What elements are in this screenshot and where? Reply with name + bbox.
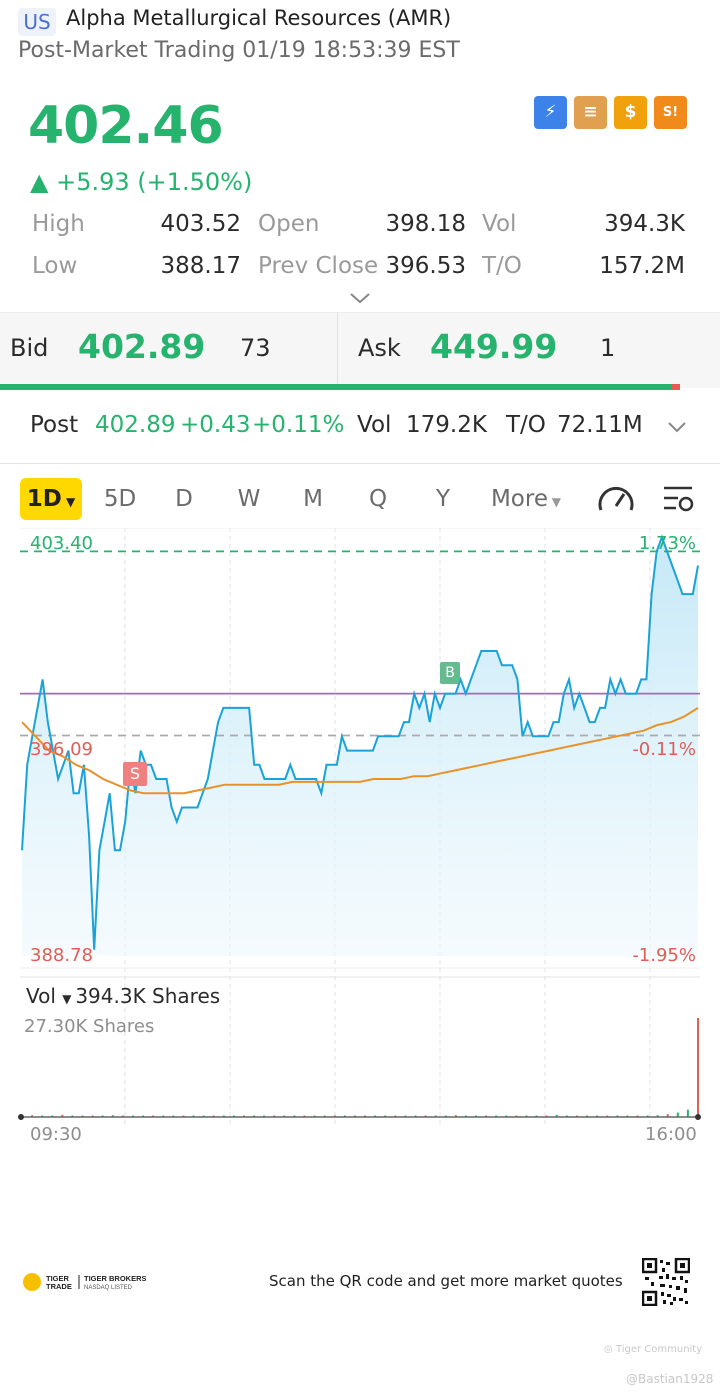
caret-down-icon: ▼ (62, 992, 76, 1006)
post-price: 402.89 (95, 412, 176, 438)
community-watermark: ◎ Tiger Community (604, 1344, 703, 1355)
reference-lines (20, 550, 700, 737)
volume-end-dot (695, 1114, 701, 1120)
user-watermark: @Bastian1928 (626, 1372, 714, 1386)
bid-price: 402.89 (78, 327, 206, 366)
post-market-row[interactable]: Post 402.89 +0.43 +0.11% Vol 179.2K T/O … (0, 390, 720, 464)
prev-close-label: Prev Close (258, 253, 379, 279)
caret-down-icon: ▼ (547, 495, 562, 509)
price-change: ▲ +5.93 (+1.50%) (30, 168, 253, 196)
ask-ratio-bar (672, 384, 680, 390)
top-price-label: 403.40 (30, 533, 93, 554)
tab-q[interactable]: Q (368, 486, 388, 512)
svg-text:TRADE: TRADE (46, 1282, 72, 1291)
svg-text:TIGER: TIGER (46, 1274, 70, 1283)
last-price: 402.46 (28, 96, 224, 156)
tab-5d[interactable]: 5D (103, 486, 137, 512)
post-pct: +0.11% (252, 412, 345, 438)
time-end-label: 16:00 (645, 1124, 697, 1145)
volume-bar (697, 1018, 699, 1117)
volume-start-dot (18, 1114, 24, 1120)
trading-status: Post-Market Trading 01/19 18:53:39 EST (18, 38, 460, 63)
stack-a-icon[interactable]: ≡ (574, 96, 607, 129)
intraday-chart[interactable] (0, 528, 720, 1148)
open-label: Open (258, 211, 320, 237)
volume-max-label: 27.30K Shares (24, 1016, 155, 1037)
tab-more-label: More (490, 486, 548, 512)
volume-bar (61, 1114, 64, 1117)
tab-1d-label: 1D (26, 486, 62, 512)
volume-bar (111, 1115, 114, 1117)
sell-marker[interactable]: S (123, 762, 147, 786)
tiger-logo: TIGER TRADE TIGER BROKERS NASDAQ LISTED (22, 1272, 147, 1296)
open-value: 398.18 (385, 211, 466, 237)
high-label: High (32, 211, 85, 237)
turnover-value: 157.2M (599, 253, 685, 279)
volume-bar (555, 1114, 558, 1117)
volume-bar (656, 1115, 659, 1117)
high-value: 403.52 (160, 211, 241, 237)
post-vol-label: Vol (357, 412, 392, 438)
low-label: Low (32, 253, 78, 279)
stock-name: Alpha Metallurgical Resources (AMR) (66, 6, 452, 30)
short-interest-icon[interactable]: S! (654, 96, 687, 129)
vol-value: 394.3K (604, 211, 685, 237)
svg-text:TIGER BROKERS: TIGER BROKERS (84, 1274, 146, 1283)
lightning-level1-icon[interactable]: ⚡ (534, 96, 567, 129)
ask-label: Ask (358, 334, 401, 362)
tab-1d[interactable]: 1D ▼ (20, 478, 82, 520)
volume-bar (686, 1109, 689, 1117)
qr-code-icon (642, 1258, 690, 1306)
post-change: +0.43 (180, 412, 251, 438)
bottom-pct-label: -1.95% (632, 945, 696, 966)
chevron-down-icon[interactable] (348, 290, 372, 306)
bid-size: 73 (240, 334, 271, 362)
chart-settings-icon[interactable] (662, 484, 696, 516)
bid-ask-divider (337, 312, 338, 384)
volume-indicator[interactable]: Vol ▼ 394.3K Shares (26, 984, 220, 1008)
dollar-icon[interactable]: $ (614, 96, 647, 129)
market-badge: US (18, 8, 56, 36)
volume-bar (31, 1115, 34, 1117)
gauge-icon[interactable] (596, 482, 636, 516)
post-to-label: T/O (506, 412, 546, 438)
post-vol: 179.2K (406, 412, 487, 438)
volume-bar (676, 1112, 679, 1117)
caret-down-icon: ▼ (61, 495, 76, 509)
tab-more[interactable]: More ▼ (484, 478, 568, 520)
top-pct-label: 1.73% (638, 533, 696, 554)
bottom-price-label: 388.78 (30, 945, 93, 966)
price-area (22, 537, 698, 956)
tab-m[interactable]: M (303, 486, 323, 512)
buy-marker[interactable]: B (440, 662, 460, 684)
ask-size: 1 (600, 334, 616, 362)
volume-bar (454, 1115, 457, 1117)
bid-ratio-bar (0, 384, 672, 390)
tab-w[interactable]: W (237, 486, 261, 512)
post-to: 72.11M (557, 412, 643, 438)
tab-d[interactable]: D (175, 486, 193, 512)
bid-ask-panel (0, 312, 720, 388)
ask-price: 449.99 (430, 327, 558, 366)
time-start-label: 09:30 (30, 1124, 82, 1145)
chevron-down-icon[interactable] (666, 420, 688, 434)
mid-price-label: 396.09 (30, 739, 93, 760)
mid-pct-label: -0.11% (632, 739, 696, 760)
volume-indicator-label: Vol (26, 984, 56, 1008)
post-label: Post (30, 412, 79, 438)
prev-close-value: 396.53 (385, 253, 466, 279)
footer-cta: Scan the QR code and get more market quo… (269, 1272, 623, 1290)
vol-label: Vol (482, 211, 517, 237)
svg-text:NASDAQ LISTED: NASDAQ LISTED (84, 1285, 133, 1291)
average-line (21, 707, 699, 795)
low-value: 388.17 (160, 253, 241, 279)
bid-label: Bid (10, 334, 49, 362)
tab-y[interactable]: Y (435, 486, 451, 512)
turnover-label: T/O (482, 253, 522, 279)
volume-indicator-value: 394.3K Shares (75, 984, 221, 1008)
price-line (21, 534, 699, 950)
volume-bar (666, 1114, 669, 1117)
